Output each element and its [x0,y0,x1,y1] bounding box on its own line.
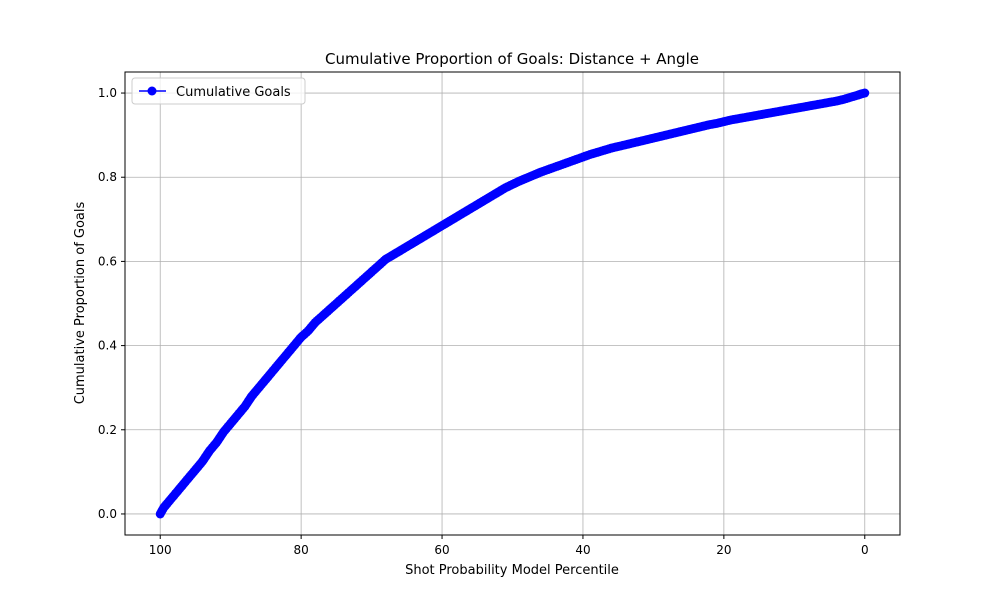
data-point [860,88,870,98]
y-tick-label: 0.2 [98,423,117,437]
y-tick-label: 0.4 [98,339,117,353]
x-tick-label: 0 [861,543,869,557]
axis-ticks: 100 80 60 40 20 0 0.0 0.2 0.4 0.6 0.8 1.0 [98,86,869,557]
legend-label-cumulative-goals: Cumulative Goals [176,85,291,100]
y-tick-label: 0.6 [98,254,117,268]
x-tick-label: 40 [575,543,590,557]
x-tick-label: 100 [149,543,172,557]
series-cumulative-goals [155,88,870,519]
y-tick-label: 0.0 [98,507,117,521]
x-axis-label: Shot Probability Model Percentile [405,563,619,578]
legend-box [131,77,306,105]
y-tick-label: 1.0 [98,86,117,100]
x-tick-label: 20 [716,543,731,557]
y-axis-label: Cumulative Proportion of Goals [73,201,88,404]
plot-area-frame [124,71,901,536]
y-tick-label: 0.8 [98,170,117,184]
legend: Cumulative Goals [131,77,306,105]
chart-title: Cumulative Proportion of Goals: Distance… [325,50,699,68]
x-tick-label: 60 [434,543,449,557]
grid [125,72,900,535]
series-line [159,92,865,515]
legend-marker-swatch [147,86,157,96]
x-tick-label: 80 [293,543,308,557]
